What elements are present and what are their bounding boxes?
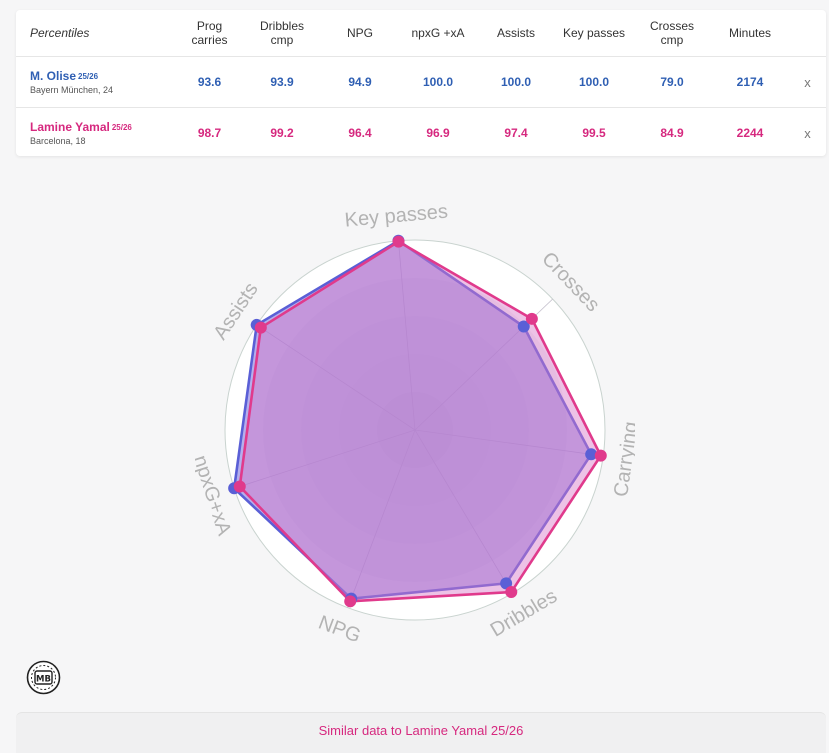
value-prog-carries-olise: 93.6 <box>176 56 243 108</box>
logo-text: MB <box>36 675 51 685</box>
player-season-olise: 25/26 <box>78 71 99 81</box>
table-header-row: Percentiles Prog carries Dribbles cmp NPG … <box>16 10 826 57</box>
col-header-prog-carries[interactable]: Prog carries <box>176 10 243 57</box>
radar-point-series-1 <box>500 577 513 590</box>
value-npg-olise: 94.9 <box>321 56 399 108</box>
player-club-olise: Bayern München, 24 <box>30 84 114 95</box>
radar-point-series-2 <box>344 595 357 608</box>
col-header-key-passes[interactable]: Key passes <box>555 10 633 57</box>
radar-point-series-2 <box>392 235 405 248</box>
value-npg-yamal: 96.4 <box>348 126 372 140</box>
radar-point-series-2 <box>254 321 267 334</box>
radar-point-series-2 <box>525 312 538 325</box>
value-dribbles-olise: 93.9 <box>243 56 321 108</box>
value-assists-olise: 100.0 <box>477 56 555 108</box>
player-club-yamal: Barcelona, 18 <box>30 135 86 146</box>
value-key-passes-yamal: 99.5 <box>582 126 606 140</box>
radar-series-area-2 <box>238 240 603 603</box>
value-dribbles-yamal: 99.2 <box>270 126 294 140</box>
radar-axis-label: NPG <box>315 612 363 645</box>
percentiles-table: Percentiles Prog carries Dribbles cmp NPG … <box>16 10 826 158</box>
remove-player-yamal-button[interactable]: x <box>804 125 811 141</box>
col-header-remove <box>789 10 826 57</box>
radar-chart: Key passesCrossesCarryingDribblesNPGnpxG… <box>195 205 635 645</box>
value-prog-carries-yamal: 98.7 <box>197 126 222 140</box>
value-crosses-olise: 79.0 <box>633 56 711 108</box>
table-row-olise: M. Olise 25/26 Bayern München, 24 93.6 93… <box>16 56 826 108</box>
value-npxg-xa-olise: 100.0 <box>399 56 477 108</box>
value-key-passes-olise: 100.0 <box>555 56 633 108</box>
player-cell-olise[interactable]: M. Olise 25/26 Bayern München, 24 <box>16 56 176 108</box>
player-name-olise: M. Olise <box>30 68 77 83</box>
radar-axis-label: Key passes <box>344 205 449 232</box>
col-header-assists[interactable]: Assists <box>477 10 555 57</box>
value-assists-yamal: 97.4 <box>504 126 528 140</box>
radar-axis-label: Carrying <box>610 420 635 498</box>
mb-logo-icon: MB <box>26 660 61 695</box>
radar-point-series-2 <box>505 586 518 599</box>
table-row-yamal: Lamine Yamal 25/26 Barcelona, 18 98.7 99.… <box>16 108 826 159</box>
similar-data-link[interactable]: Similar data to Lamine Yamal 25/26 <box>318 723 524 738</box>
col-header-npxg-xa[interactable]: npxG +xA <box>399 10 477 57</box>
radar-point-series-1 <box>585 448 598 461</box>
value-npxg-xa-yamal: 96.9 <box>426 126 450 140</box>
radar-point-series-2 <box>233 480 246 493</box>
radar-point-series-2 <box>594 449 607 462</box>
col-header-minutes[interactable]: Minutes <box>711 10 789 57</box>
radar-series-area-1 <box>232 239 593 600</box>
player-cell-yamal[interactable]: Lamine Yamal 25/26 Barcelona, 18 <box>16 108 176 159</box>
percentiles-header: Percentiles <box>16 10 176 57</box>
col-header-crosses-cmp[interactable]: Crosses cmp <box>633 10 711 57</box>
player-season-yamal: 25/26 <box>111 122 132 132</box>
radar-point-series-1 <box>517 320 530 333</box>
player-name-yamal: Lamine Yamal <box>30 119 110 134</box>
percentiles-table-card: Percentiles Prog carries Dribbles cmp NPG … <box>16 10 826 156</box>
col-header-dribbles-cmp[interactable]: Dribbles cmp <box>243 10 321 57</box>
col-header-npg[interactable]: NPG <box>321 10 399 57</box>
value-minutes-yamal: 2244 <box>736 126 764 140</box>
similar-data-bar[interactable]: Similar data to Lamine Yamal 25/26 <box>16 712 826 753</box>
value-crosses-yamal: 84.9 <box>660 126 684 140</box>
remove-player-olise-button[interactable]: x <box>789 56 826 108</box>
value-minutes-olise: 2174 <box>711 56 789 108</box>
